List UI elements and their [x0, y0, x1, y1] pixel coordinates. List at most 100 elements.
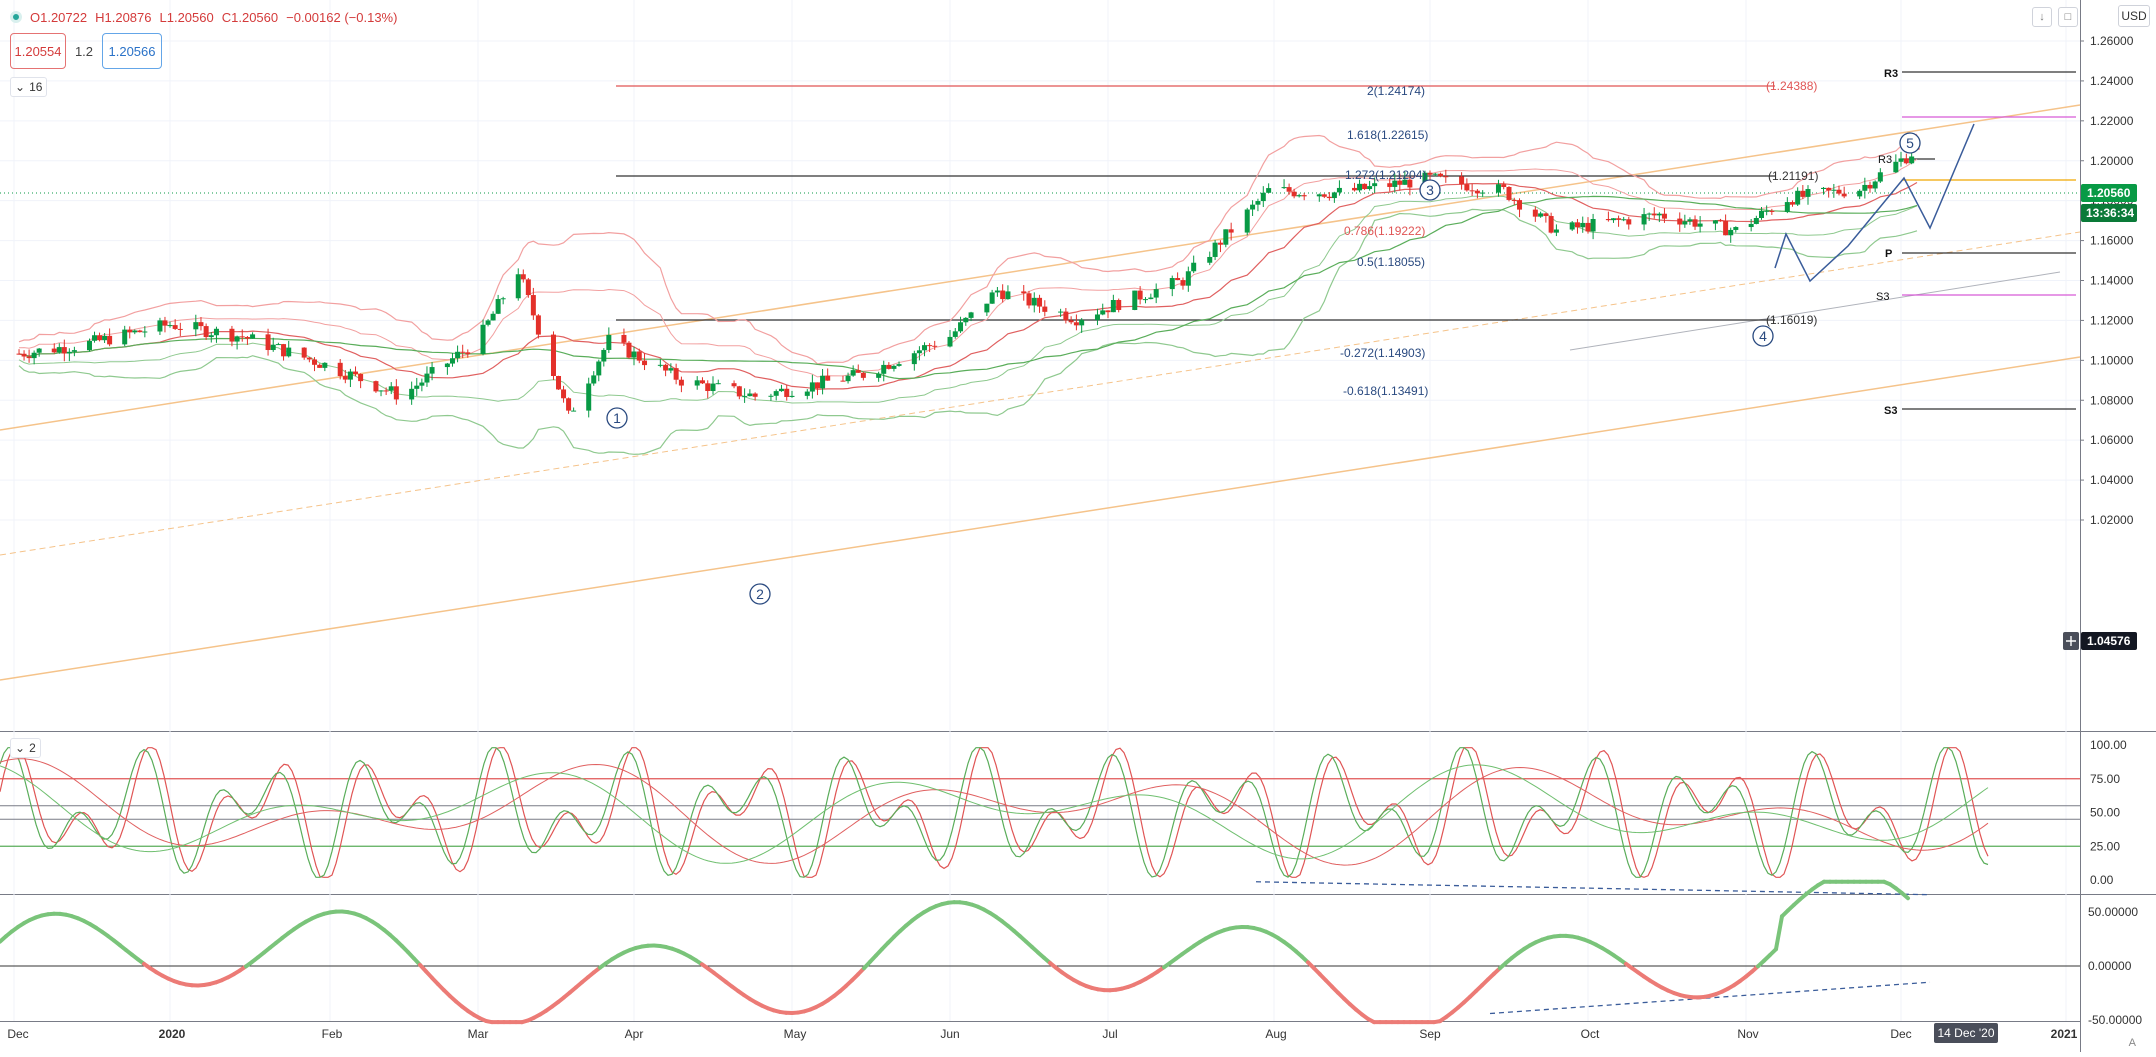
candle-body[interactable]	[358, 374, 363, 381]
candle-body[interactable]	[927, 345, 932, 346]
candle-body[interactable]	[72, 350, 77, 352]
candle-body[interactable]	[240, 336, 245, 337]
candle-body[interactable]	[37, 349, 42, 353]
candle-body[interactable]	[536, 315, 541, 334]
candle-body[interactable]	[307, 358, 312, 360]
candle-body[interactable]	[1255, 201, 1260, 205]
candle-body[interactable]	[1433, 174, 1438, 175]
candle-body[interactable]	[1512, 200, 1517, 201]
candle-body[interactable]	[695, 380, 700, 385]
candle-body[interactable]	[1132, 291, 1137, 310]
candle-body[interactable]	[1443, 176, 1448, 177]
candle-body[interactable]	[1357, 184, 1362, 190]
candle-body[interactable]	[465, 352, 470, 354]
candle-body[interactable]	[551, 335, 556, 376]
candle-body[interactable]	[1868, 185, 1873, 189]
download-icon[interactable]: ↓	[2032, 7, 2052, 27]
candle-body[interactable]	[810, 382, 815, 391]
candle-body[interactable]	[373, 381, 378, 391]
candle-body[interactable]	[1327, 197, 1332, 198]
candle-body[interactable]	[1000, 291, 1005, 300]
candle-body[interactable]	[897, 364, 902, 366]
candle-body[interactable]	[1021, 291, 1026, 293]
candle-body[interactable]	[1032, 298, 1037, 306]
candle-body[interactable]	[1785, 202, 1790, 212]
candle-body[interactable]	[881, 365, 886, 374]
candle-body[interactable]	[679, 380, 684, 386]
candle-body[interactable]	[1837, 190, 1842, 194]
candle-body[interactable]	[1533, 210, 1538, 217]
candle-body[interactable]	[969, 312, 974, 318]
candle-body[interactable]	[22, 354, 27, 357]
candle-body[interactable]	[1111, 300, 1116, 312]
candle-body[interactable]	[1337, 188, 1342, 192]
candle-body[interactable]	[1175, 278, 1180, 280]
candle-body[interactable]	[742, 396, 747, 397]
candle-body[interactable]	[445, 364, 450, 367]
candle-body[interactable]	[1538, 213, 1543, 216]
candle-body[interactable]	[1842, 194, 1847, 197]
candle-body[interactable]	[876, 374, 881, 378]
candle-body[interactable]	[642, 361, 647, 365]
candle-body[interactable]	[586, 384, 591, 411]
candle-body[interactable]	[912, 353, 917, 364]
candle-body[interactable]	[1138, 291, 1143, 300]
candle-body[interactable]	[1362, 184, 1367, 189]
candle-body[interactable]	[62, 347, 67, 353]
candle-body[interactable]	[1806, 189, 1811, 197]
candle-body[interactable]	[1027, 293, 1032, 305]
candle-body[interactable]	[450, 358, 455, 363]
candle-body[interactable]	[17, 354, 22, 355]
candle-body[interactable]	[1749, 224, 1754, 227]
candle-body[interactable]	[353, 372, 358, 374]
candle-body[interactable]	[1682, 221, 1687, 224]
candle-body[interactable]	[209, 335, 214, 337]
candle-body[interactable]	[496, 299, 501, 314]
candle-body[interactable]	[790, 396, 795, 397]
candle-body[interactable]	[1909, 157, 1914, 164]
candle-body[interactable]	[784, 389, 789, 397]
candle-body[interactable]	[1297, 195, 1302, 196]
candle-body[interactable]	[1292, 192, 1297, 197]
candle-body[interactable]	[1733, 227, 1738, 230]
candle-body[interactable]	[846, 376, 851, 382]
candle-body[interactable]	[271, 345, 276, 350]
candle-body[interactable]	[917, 350, 922, 353]
buy-button[interactable]: 1.20566	[102, 33, 162, 69]
candle-body[interactable]	[102, 336, 107, 340]
candle-body[interactable]	[1769, 211, 1774, 212]
candle-body[interactable]	[414, 386, 419, 389]
candle-body[interactable]	[705, 383, 710, 391]
candle-body[interactable]	[1459, 176, 1464, 184]
candle-body[interactable]	[122, 330, 127, 345]
candle-body[interactable]	[501, 298, 506, 299]
candle-body[interactable]	[57, 347, 62, 352]
candle-body[interactable]	[1904, 158, 1909, 163]
candle-body[interactable]	[229, 329, 234, 342]
candle-body[interactable]	[851, 370, 856, 375]
candle-body[interactable]	[1501, 184, 1506, 187]
candle-body[interactable]	[1095, 314, 1100, 320]
candle-body[interactable]	[1616, 218, 1621, 220]
candle-body[interactable]	[1042, 307, 1047, 312]
candle-body[interactable]	[732, 383, 737, 386]
candle-body[interactable]	[1428, 173, 1433, 175]
candle-body[interactable]	[1223, 229, 1228, 244]
maximize-icon[interactable]: □	[2058, 7, 2078, 27]
candle-body[interactable]	[1058, 312, 1063, 313]
candle-body[interactable]	[107, 336, 112, 345]
candle-body[interactable]	[990, 292, 995, 303]
candle-body[interactable]	[455, 352, 460, 358]
candle-body[interactable]	[658, 365, 663, 366]
candle-body[interactable]	[198, 322, 203, 326]
candle-body[interactable]	[302, 348, 307, 358]
candle-body[interactable]	[1507, 187, 1512, 200]
candle-body[interactable]	[1570, 222, 1575, 229]
candle-body[interactable]	[516, 274, 521, 298]
candle-body[interactable]	[87, 341, 92, 350]
candle-body[interactable]	[521, 274, 526, 279]
candle-body[interactable]	[825, 376, 830, 381]
candle-body[interactable]	[1826, 188, 1831, 191]
candle-body[interactable]	[97, 335, 102, 340]
candle-body[interactable]	[1170, 278, 1175, 289]
